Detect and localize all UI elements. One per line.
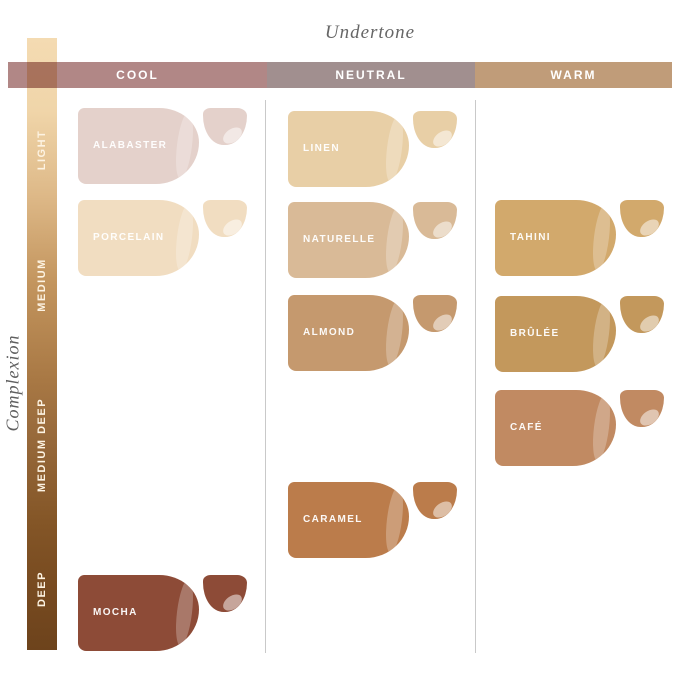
- swatch-naturelle: NATURELLE: [288, 202, 458, 278]
- swatch-mocha: MOCHA: [78, 575, 248, 651]
- swatch-drop-blob: [413, 482, 457, 519]
- undertone-header-neutral-label: NEUTRAL: [335, 68, 407, 82]
- blob-highlight: [430, 127, 455, 148]
- swatch-name-label: MOCHA: [93, 606, 138, 618]
- smear-highlight: [172, 111, 197, 180]
- smear-highlight: [172, 203, 197, 272]
- swatch-smear: [288, 202, 409, 278]
- swatch-alabaster: ALABASTER: [78, 108, 248, 184]
- swatch-drop-blob: [413, 202, 457, 239]
- undertone-header-warm: WARM: [475, 62, 672, 88]
- swatch-smear: [78, 200, 199, 276]
- complexion-label-deep: DEEP: [36, 571, 48, 607]
- swatch-cafe: CAFÉ: [495, 390, 665, 466]
- swatch-smear: [495, 296, 616, 372]
- column-divider-cool-neutral: [265, 100, 266, 653]
- swatch-drop-blob: [203, 108, 247, 145]
- blob-highlight: [430, 311, 455, 332]
- swatch-name-label: TAHINI: [510, 231, 551, 243]
- swatch-drop-blob: [620, 296, 664, 333]
- swatch-smear: [288, 482, 409, 558]
- swatch-porcelain: PORCELAIN: [78, 200, 248, 276]
- blob-highlight: [637, 406, 662, 427]
- swatch-caramel: CARAMEL: [288, 482, 458, 558]
- swatch-brulee: BRÛLÉE: [495, 296, 665, 372]
- undertone-header-bar: COOL NEUTRAL WARM: [8, 62, 672, 88]
- smear-highlight: [382, 114, 407, 183]
- swatch-drop-blob: [620, 390, 664, 427]
- swatch-name-label: LINEN: [303, 142, 340, 154]
- undertone-header-warm-label: WARM: [550, 68, 597, 82]
- complexion-label-medium-deep: MEDIUM DEEP: [36, 397, 48, 493]
- swatch-smear: [495, 390, 616, 466]
- smear-highlight: [589, 203, 614, 272]
- complexion-label-medium: MEDIUM: [36, 258, 48, 312]
- swatch-smear: [288, 111, 409, 187]
- blob-highlight: [430, 218, 455, 239]
- swatch-drop-blob: [413, 111, 457, 148]
- blob-highlight: [220, 124, 245, 145]
- column-divider-neutral-warm: [475, 100, 476, 653]
- undertone-header-cool-label: COOL: [116, 68, 159, 82]
- undertone-axis-title: Undertone: [324, 22, 416, 43]
- blob-highlight: [637, 216, 662, 237]
- smear-highlight: [172, 578, 197, 647]
- swatch-smear: [78, 575, 199, 651]
- smear-highlight: [382, 298, 407, 367]
- swatch-tahini: TAHINI: [495, 200, 665, 276]
- swatch-drop-blob: [203, 200, 247, 237]
- swatch-name-label: ALMOND: [303, 326, 356, 338]
- swatch-drop-blob: [413, 295, 457, 332]
- swatch-drop-blob: [203, 575, 247, 612]
- swatch-name-label: ALABASTER: [93, 139, 168, 151]
- blob-highlight: [220, 591, 245, 612]
- swatch-smear: [78, 108, 199, 184]
- swatch-name-label: BRÛLÉE: [510, 327, 560, 339]
- undertone-header-neutral: NEUTRAL: [267, 62, 475, 88]
- smear-highlight: [382, 485, 407, 554]
- swatch-drop-blob: [620, 200, 664, 237]
- smear-highlight: [382, 205, 407, 274]
- blob-highlight: [637, 312, 662, 333]
- swatch-almond: ALMOND: [288, 295, 458, 371]
- smear-highlight: [589, 393, 614, 462]
- blob-highlight: [220, 216, 245, 237]
- complexion-gradient-bar: [27, 38, 57, 650]
- complexion-axis-title: Complexion: [2, 334, 23, 432]
- swatch-linen: LINEN: [288, 111, 458, 187]
- smear-highlight: [589, 299, 614, 368]
- blob-highlight: [430, 498, 455, 519]
- swatch-name-label: PORCELAIN: [93, 231, 165, 243]
- complexion-label-light: LIGHT: [36, 129, 48, 171]
- swatch-smear: [288, 295, 409, 371]
- swatch-smear: [495, 200, 616, 276]
- swatch-name-label: CAFÉ: [510, 421, 543, 433]
- swatch-name-label: CARAMEL: [303, 513, 363, 525]
- swatch-name-label: NATURELLE: [303, 233, 376, 245]
